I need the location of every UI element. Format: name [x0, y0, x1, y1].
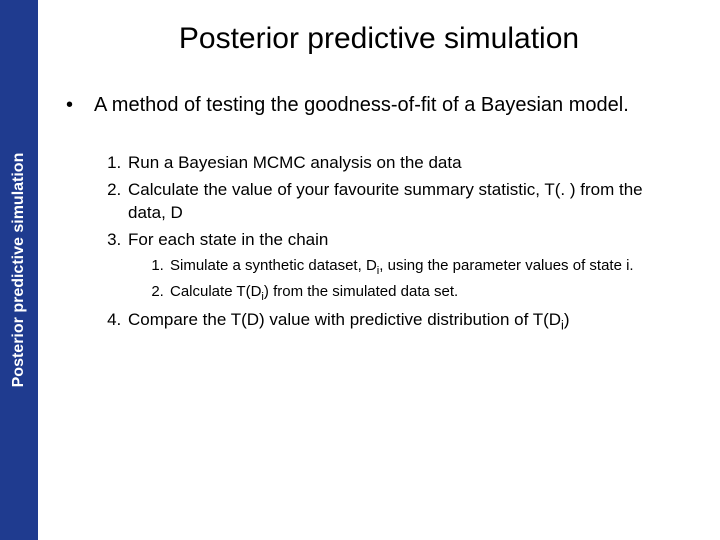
- bullet-marker: •: [66, 92, 94, 118]
- step-text: Compare the T(D) value with predictive d…: [128, 310, 570, 329]
- step-text: Calculate the value of your favourite su…: [128, 180, 643, 222]
- substep-item: Simulate a synthetic dataset, Di, using …: [168, 256, 680, 279]
- step-item: Compare the T(D) value with predictive d…: [126, 309, 680, 334]
- step-item: For each state in the chain Simulate a s…: [126, 229, 680, 305]
- steps-list: Run a Bayesian MCMC analysis on the data…: [38, 152, 720, 334]
- substeps-list: Simulate a synthetic dataset, Di, using …: [128, 256, 680, 305]
- sidebar-label: Posterior predictive simulation: [10, 153, 28, 388]
- slide-content: Posterior predictive simulation • A meth…: [38, 0, 720, 540]
- step-text: For each state in the chain: [128, 230, 328, 249]
- step-text: Run a Bayesian MCMC analysis on the data: [128, 153, 462, 172]
- step-item: Run a Bayesian MCMC analysis on the data: [126, 152, 680, 175]
- substep-text: Calculate T(Di) from the simulated data …: [170, 283, 458, 300]
- slide-title: Posterior predictive simulation: [38, 22, 720, 56]
- substep-item: Calculate T(Di) from the simulated data …: [168, 282, 680, 305]
- main-bullet: • A method of testing the goodness-of-fi…: [38, 92, 720, 118]
- bullet-text: A method of testing the goodness-of-fit …: [94, 92, 680, 118]
- substep-text: Simulate a synthetic dataset, Di, using …: [170, 257, 634, 274]
- step-item: Calculate the value of your favourite su…: [126, 179, 680, 225]
- sidebar: Posterior predictive simulation: [0, 0, 38, 540]
